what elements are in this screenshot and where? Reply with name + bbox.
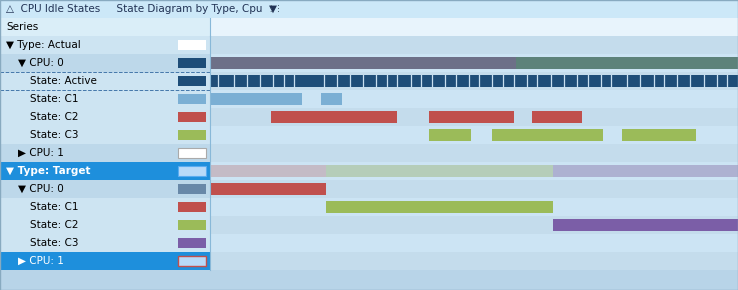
Bar [0,198,210,216]
Bar [178,130,206,140]
Bar [210,182,326,195]
Bar [0,54,210,72]
Bar [554,164,738,177]
Text: Series: Series [6,22,38,32]
Bar [178,220,206,230]
Bar [178,184,206,194]
Bar [210,198,738,216]
Bar [0,144,210,162]
Bar [210,126,738,144]
Text: ▼ CPU: 0: ▼ CPU: 0 [18,184,63,194]
Bar [210,75,738,88]
Bar [0,162,210,180]
Bar [210,18,738,36]
Bar [429,110,514,124]
Bar [271,110,398,124]
Text: ▶ CPU: 1: ▶ CPU: 1 [18,256,64,266]
Bar [210,162,738,180]
Bar [210,54,738,72]
Bar [0,0,738,18]
Bar [210,57,517,70]
Text: ▼ Type: Target: ▼ Type: Target [6,166,91,176]
Bar [210,252,738,270]
Text: State: C1: State: C1 [30,94,78,104]
Bar [210,216,738,234]
Bar [178,256,206,266]
Bar [0,252,210,270]
Bar [178,76,206,86]
Bar [0,36,210,54]
Bar [178,202,206,212]
Bar [210,164,326,177]
Text: State: C3: State: C3 [30,130,78,140]
Bar [0,216,210,234]
Bar [210,72,738,90]
Bar [0,18,210,36]
Text: State: C3: State: C3 [30,238,78,248]
Bar [178,148,206,158]
Bar [178,40,206,50]
Bar [210,36,738,54]
Bar [178,112,206,122]
Bar [210,180,738,198]
Text: △  CPU Idle States     State Diagram by Type, Cpu  ▼: △ CPU Idle States State Diagram by Type,… [6,4,277,14]
Bar [622,128,696,142]
Text: State: C2: State: C2 [30,220,78,230]
Bar [0,180,210,198]
Bar [429,128,472,142]
Bar [210,57,738,70]
Bar [0,234,210,252]
Bar [0,72,210,90]
Bar [178,238,206,248]
Bar [554,219,738,231]
Text: ▼ Type: Actual: ▼ Type: Actual [6,40,80,50]
Bar [210,144,738,162]
Bar [178,94,206,104]
Bar [210,108,738,126]
Bar [178,58,206,68]
Text: State: C2: State: C2 [30,112,78,122]
Bar [210,90,738,108]
Text: ▼ CPU: 0: ▼ CPU: 0 [18,58,63,68]
Text: State: C1: State: C1 [30,202,78,212]
Bar [210,234,738,252]
Bar [517,57,738,70]
Bar [178,166,206,176]
Bar [492,128,604,142]
Text: ▶ CPU: 1: ▶ CPU: 1 [18,148,64,158]
Bar [0,90,210,108]
Bar [532,110,582,124]
Bar [0,108,210,126]
Bar [210,93,303,106]
Text: ⋮⋮: ⋮⋮ [266,5,283,14]
Bar [0,126,210,144]
Text: State: Active: State: Active [30,76,97,86]
Bar [326,200,554,213]
Bar [321,93,342,106]
Bar [326,164,554,177]
